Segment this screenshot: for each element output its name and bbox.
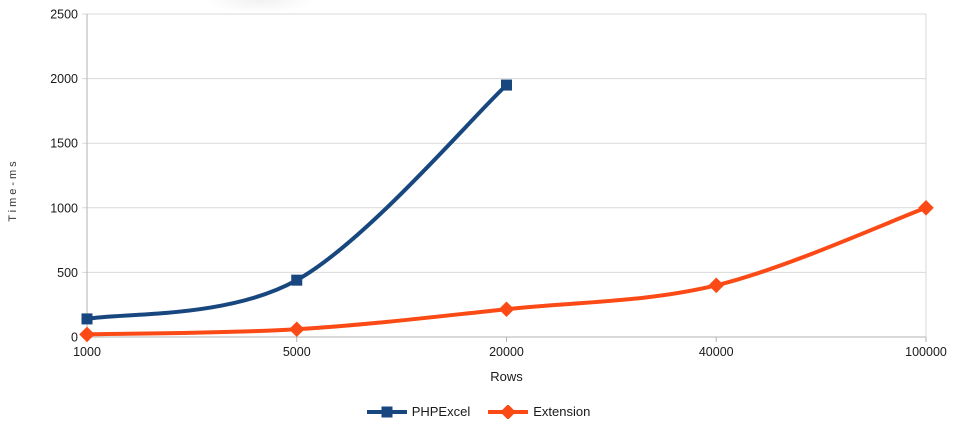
legend-label: PHPExcel [411, 404, 471, 419]
y-tick-label: 1500 [50, 137, 78, 151]
x-axis-title: Rows [490, 369, 523, 384]
data-point-marker [288, 321, 305, 338]
data-point-marker [708, 277, 725, 294]
series-phpexcel [81, 79, 512, 325]
legend-item-phpexcel: PHPExcel [366, 404, 471, 419]
legend-marker [500, 404, 516, 419]
legend-marker-square-icon [366, 406, 407, 417]
data-point-marker [81, 313, 93, 325]
y-tick-label: 0 [71, 331, 78, 345]
y-tick-label: 1000 [50, 201, 78, 215]
y-tick-label: 2000 [50, 72, 78, 86]
data-point-marker [291, 274, 303, 286]
legend-item-extension: Extension [488, 404, 590, 419]
x-tick-label: 1000 [73, 345, 101, 359]
legend: PHPExcel Extension [0, 404, 957, 419]
data-point-marker [498, 301, 515, 318]
data-point-marker [79, 326, 95, 343]
x-tick-label: 40000 [699, 345, 734, 359]
data-point-marker [918, 200, 934, 216]
plot-area: 0 500 1000 1500 2000 2500 1000 5000 20000 40000 10… [50, 8, 947, 360]
legend-marker-diamond-icon [488, 404, 529, 419]
x-tick-label: 20000 [489, 345, 524, 359]
x-tick-label: 100000 [905, 345, 947, 359]
legend-label: Extension [533, 404, 591, 419]
x-tick-label: 5000 [283, 345, 311, 359]
y-tick-label: 2500 [50, 8, 78, 22]
series-extension [79, 200, 934, 343]
series-line [85, 83, 509, 321]
data-point-marker [501, 79, 512, 91]
y-tick-label: 500 [57, 266, 78, 280]
legend-marker [381, 406, 393, 417]
